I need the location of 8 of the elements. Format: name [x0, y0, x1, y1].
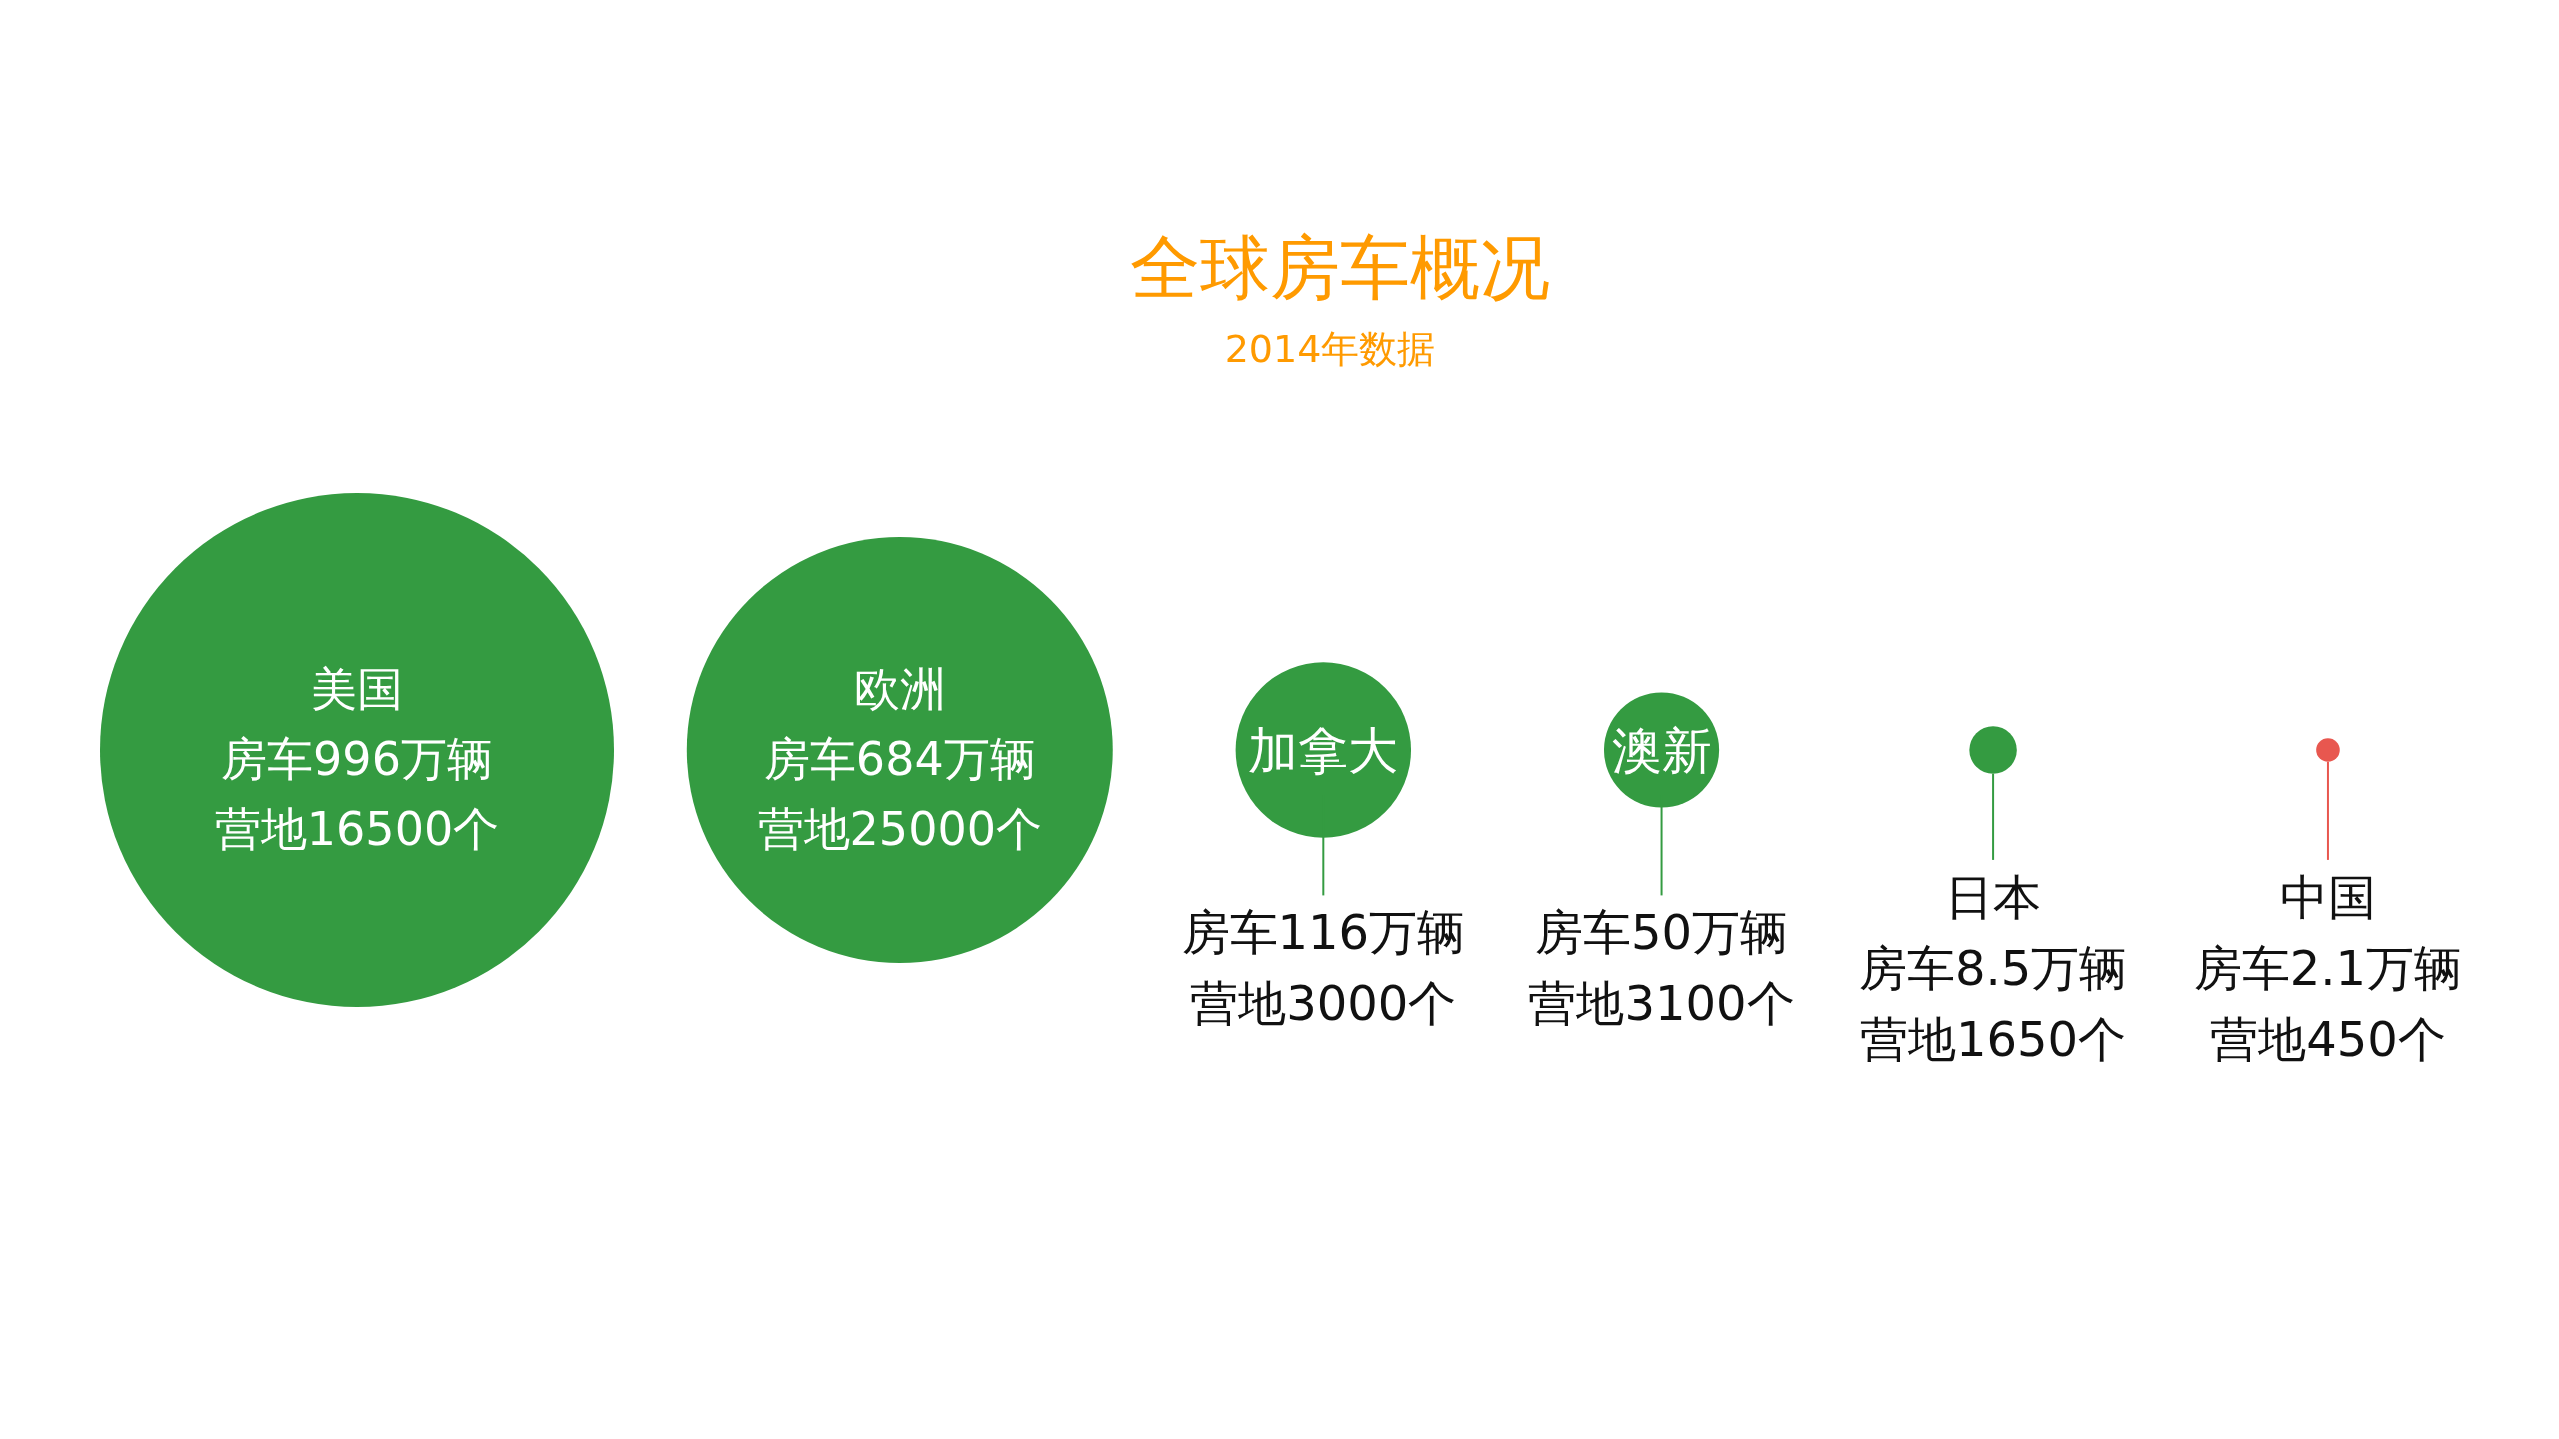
data-label: 房车684万辆 [763, 732, 1036, 786]
category-label: 加拿大 [1248, 722, 1399, 780]
category-label: 澳新 [1611, 722, 1712, 780]
category-label: 美国 [311, 662, 403, 716]
data-label: 房车996万辆 [221, 732, 493, 786]
category-label: 欧洲 [853, 662, 946, 716]
text: 全球房车概况 [1130, 227, 1550, 309]
text: 2014年数据 [1224, 327, 1436, 371]
